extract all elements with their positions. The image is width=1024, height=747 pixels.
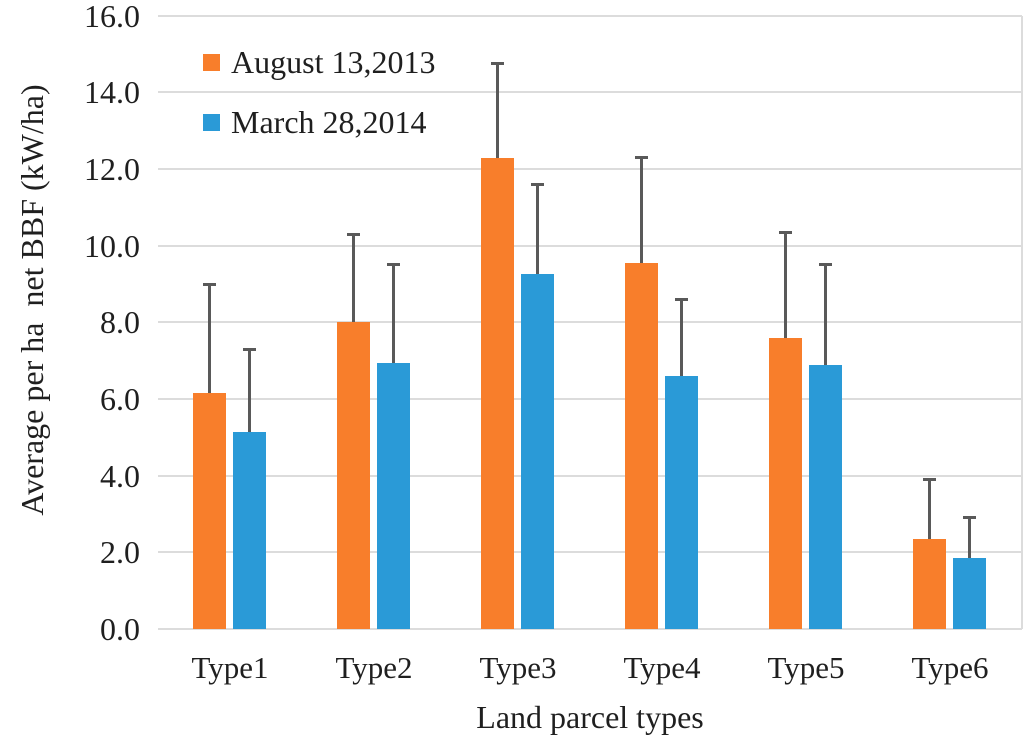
y-tick-label: 2.0: [100, 534, 140, 571]
bar-type1-series1: [233, 431, 266, 629]
y-tick-label: 12.0: [84, 151, 140, 188]
error-bar-cap: [491, 62, 504, 66]
x-tick-label-type3: Type3: [479, 650, 557, 685]
bar-type4-series1: [665, 376, 698, 629]
y-tick-label: 10.0: [84, 227, 140, 264]
error-bar-line: [680, 299, 683, 376]
x-tick-label-type4: Type4: [623, 650, 701, 685]
bar-type3-series0: [481, 157, 514, 629]
error-bar-line: [928, 479, 931, 539]
x-axis-title: Land parcel types: [476, 699, 704, 735]
x-tick-label-type6: Type6: [911, 650, 989, 685]
error-bar-line: [536, 184, 539, 275]
error-bar-cap: [635, 156, 648, 160]
gridline: [158, 474, 1022, 477]
error-bar-cap: [203, 282, 216, 286]
bar-type5-series1: [809, 364, 842, 629]
error-bar-cap: [347, 232, 360, 236]
bar-type3-series1: [521, 274, 554, 629]
x-tick-label-type1: Type1: [191, 650, 269, 685]
error-bar-line: [392, 264, 395, 363]
bar-type6-series1: [953, 558, 986, 629]
legend: August 13,2013 March 28,2014: [203, 44, 435, 164]
error-bar-line: [352, 234, 355, 323]
gridline: [158, 168, 1022, 171]
y-tick-label: 6.0: [100, 381, 140, 417]
legend-item-august: August 13,2013: [203, 44, 435, 80]
legend-label-august: August 13,2013: [231, 44, 436, 80]
error-bar-line: [640, 157, 643, 263]
legend-label-march: March 28,2014: [231, 104, 427, 140]
error-bar-cap: [779, 230, 792, 234]
error-bar-cap: [675, 297, 688, 301]
error-bar-cap: [819, 263, 832, 267]
error-bar-cap: [387, 263, 400, 267]
error-bar-line: [968, 517, 971, 559]
error-bar-line: [496, 63, 499, 158]
bar-type5-series0: [769, 337, 802, 629]
error-bar-cap: [923, 478, 936, 481]
bar-type2-series1: [377, 362, 410, 629]
x-tick-label-type2: Type2: [335, 650, 413, 685]
x-tick-label-type5: Type5: [767, 650, 845, 685]
error-bar-cap: [963, 516, 976, 520]
y-tick-label: 14.0: [84, 74, 140, 111]
legend-item-march: March 28,2014: [203, 104, 435, 140]
bar-type6-series0: [913, 538, 946, 629]
gridline: [158, 628, 1022, 630]
error-bar-line: [248, 349, 251, 432]
y-axis-title: Average per ha net BBF (kW/ha): [14, 84, 50, 516]
gridline: [158, 91, 1022, 94]
legend-swatch-blue-icon: [203, 113, 220, 131]
gridline: [158, 244, 1022, 247]
bar-type2-series0: [337, 322, 370, 629]
y-tick-label: 0.0: [100, 611, 140, 647]
error-bar-cap: [531, 182, 544, 186]
legend-swatch-orange-icon: [203, 53, 220, 71]
y-tick-label: 8.0: [100, 304, 140, 341]
gridline: [158, 14, 1022, 17]
y-tick-label: 4.0: [100, 457, 140, 494]
error-bar-line: [784, 232, 787, 338]
error-bar-cap: [243, 347, 256, 351]
gridline: [158, 398, 1022, 400]
bar-type4-series0: [625, 262, 658, 629]
bar-type1-series0: [193, 393, 226, 629]
y-tick-label: 16.0: [84, 0, 140, 34]
error-bar-line: [208, 284, 211, 394]
gridline: [158, 321, 1022, 324]
error-bar-line: [824, 264, 827, 365]
gridline: [158, 551, 1022, 554]
plot-right-border: [1021, 15, 1023, 629]
